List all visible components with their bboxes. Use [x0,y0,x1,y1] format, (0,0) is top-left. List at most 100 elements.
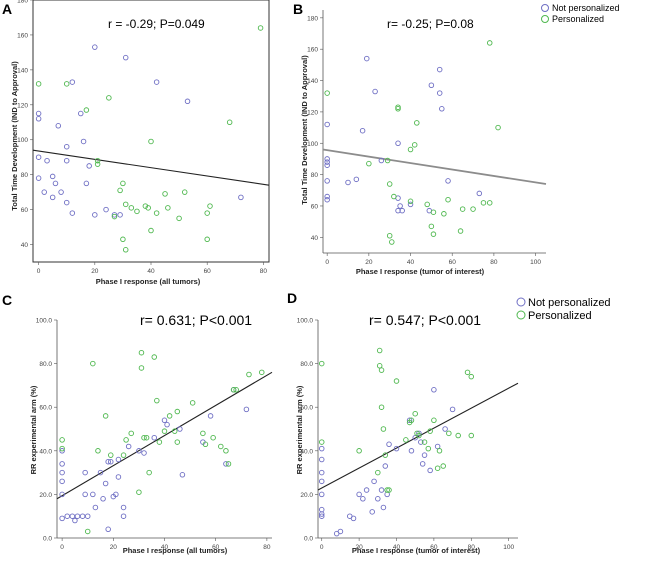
panel-c-ytick-label: 20.0 [39,492,52,499]
panel-d-point-blue [318,469,325,476]
panel-a-point-blue [184,98,191,105]
panel-d-ytick-label: 60.0 [300,405,313,412]
panel-c-point-blue [136,448,142,454]
panel-c-point-green [138,349,145,356]
panel-d-point-blue [393,445,400,452]
panel-d-point-blue [434,443,441,450]
panel-c-point-green [218,443,224,450]
panel-d-point-blue [375,496,381,502]
panel-c-point-blue [115,474,122,480]
panel-c-xtick-label: 0 [60,544,64,551]
panel-a-point-green [117,187,123,194]
panel-d-point-blue [382,463,389,469]
panel-d-point-green [425,445,432,452]
panel-a-ytick-label: 140 [17,67,28,74]
panel-c-point-green [210,434,216,441]
panel-d-point-blue [318,478,325,485]
panel-b-point-green [391,193,397,200]
panel-c-point-blue [120,504,127,511]
panel-d-point-blue [406,417,413,424]
panel-b-point-blue [324,178,330,184]
panel-d-point-blue [421,452,428,458]
panel-c-xtick-label: 60 [212,544,220,551]
panel-b-point-green [384,157,391,164]
panel-d-point-green [468,373,475,380]
panel-a-point-green [181,189,188,195]
panel-a-point-blue [122,54,129,61]
panel-c-point-green [200,430,206,437]
panel-a-point-blue [35,116,42,122]
panel-d-point-blue [318,513,325,519]
panel-a-point-blue [58,189,64,195]
panel-c-point-green [59,445,65,452]
panel-d-point-blue [418,439,424,445]
panel-c-point-green [107,452,114,458]
panel-b-point-blue [372,88,378,95]
panel-a-point-green [106,95,112,101]
panel-d-point-blue [384,491,390,498]
panel-a-point-green [226,119,233,126]
panel-a-point-blue [83,180,90,187]
panel-b-xtick-label: 100 [530,259,541,266]
panel-d-point-blue [416,430,422,437]
panel-c-point-blue [69,513,76,519]
panel-b-point-green [407,146,414,153]
panel-b-ytick-label: 160 [307,47,318,54]
panel-a-point-blue [35,110,42,117]
panel-b-ytick-label: 40 [311,235,319,242]
panel-c-ytick-label: 80.0 [39,361,52,368]
panel-c-point-green [161,428,168,434]
panel-d-point-green [421,439,428,445]
panel-c-point-green [230,387,237,393]
panel-d-point-blue [318,445,325,452]
panel-d-plot: 0 20 40 60 80 100 0.0 20.0 40.0 60.0 80.0 100.0 [297,318,519,551]
panel-c-xtick-label: 20 [110,544,118,551]
panel-d-point-green [378,404,385,410]
panel-b-fit-line [322,148,547,185]
panel-b-point-blue [395,140,401,147]
panel-a-point-blue [69,210,76,216]
panel-b-point-blue [407,201,414,208]
legend-top-label-personalized: Personalized [552,14,604,24]
panel-a-ytick-label: 180 [17,0,28,5]
panel-c: C r= 0.631; P<0.001 Phase I response (al… [2,292,273,555]
panel-c-xlabel: Phase I response (all tumors) [123,546,228,555]
panel-d-point-green [356,448,362,454]
panel-a-point-blue [63,143,70,150]
panel-c-point-green [174,439,181,445]
panel-c-point-green [166,413,173,419]
panel-a-point-blue [35,154,42,160]
panel-a-point-blue [92,44,98,50]
panel-d-point-blue [360,496,366,502]
panel-d-xtick-label: 0 [320,544,324,551]
panel-a-point-blue [238,194,244,201]
panel-c-point-green [143,434,150,441]
panel-b-xtick-label: 60 [449,259,457,266]
panel-c-ytick-label: 0.0 [43,536,52,543]
panel-a-point-green [35,81,42,87]
panel-b-point-green [495,124,501,131]
panel-d-ytick-label: 20.0 [300,492,313,499]
panel-c-point-blue [107,458,114,465]
panel-a-frame [32,0,270,263]
panel-d-point-green [440,463,446,469]
panel-c-point-green [120,452,127,458]
panel-b-point-green [459,206,466,212]
panel-b-point-blue [324,162,330,168]
panel-c-point-green [128,430,134,437]
panel-b-point-blue [378,157,385,164]
panel-a-ytick-label: 80 [21,172,29,179]
panel-d-point-green [376,347,383,354]
panel-b-ytick-label: 80 [311,172,319,179]
panel-c-point-blue [120,513,127,519]
panel-d-point-green [436,448,443,454]
panel-a-point-blue [111,212,118,218]
panel-c-point-blue [84,513,91,519]
panel-d-annotation: r= 0.547; P<0.001 [369,312,481,328]
panel-b-point-green [445,196,451,203]
panel-c-point-blue [161,417,168,424]
panel-c-point-blue [59,515,65,522]
panel-d-ytick-label: 100.0 [297,318,314,325]
panel-c-point-blue [82,491,88,498]
